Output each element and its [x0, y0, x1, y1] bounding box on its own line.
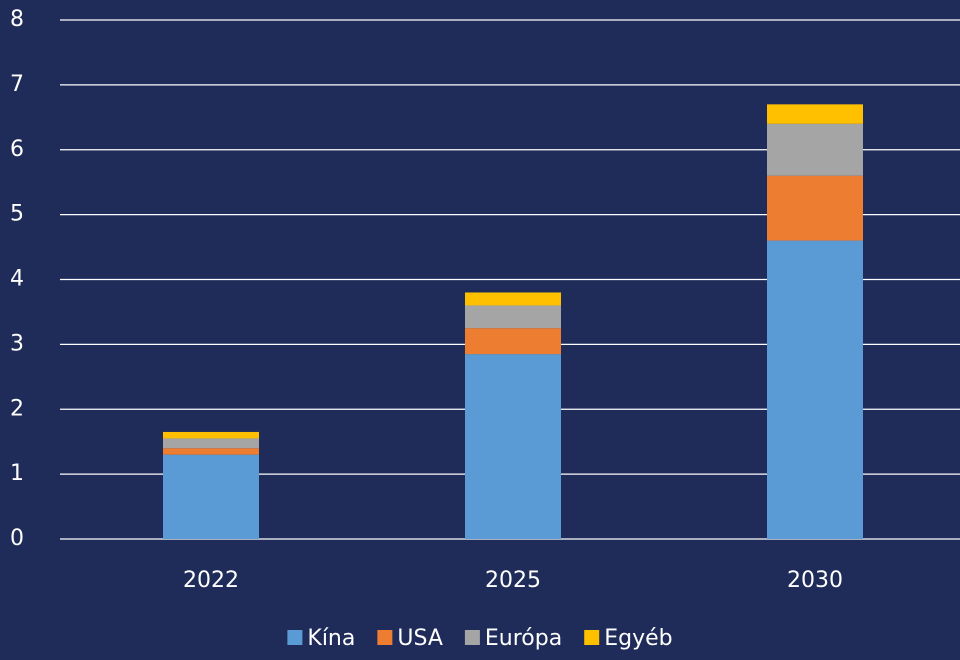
bar-segment	[163, 431, 259, 439]
bar-segment	[767, 104, 863, 124]
legend-swatch	[287, 630, 303, 645]
y-tick-label: 5	[10, 202, 24, 227]
bar-segment	[465, 292, 561, 306]
y-tick-label: 2	[10, 396, 24, 421]
bar-segment	[163, 438, 259, 449]
bar-segment	[465, 328, 561, 355]
bar-segment	[767, 123, 863, 176]
bar-segment	[163, 448, 259, 455]
y-tick-label: 8	[10, 7, 24, 32]
legend-swatch	[377, 630, 393, 645]
y-tick-label: 6	[10, 137, 24, 162]
legend-label: Egyéb	[604, 626, 672, 651]
y-tick-label: 3	[10, 331, 24, 356]
y-tick-label: 0	[10, 526, 24, 551]
y-tick-label: 1	[10, 461, 24, 486]
bar-segment	[465, 354, 561, 539]
legend-label: Kína	[307, 626, 355, 651]
x-tick-label: 2030	[787, 568, 843, 593]
legend-label: USA	[397, 626, 443, 651]
bar-segment	[465, 305, 561, 329]
bar-segment	[767, 240, 863, 539]
legend-swatch	[464, 630, 480, 645]
bar-segment	[767, 175, 863, 241]
bar-segment	[163, 454, 259, 539]
x-tick-label: 2022	[183, 568, 239, 593]
y-tick-label: 4	[10, 267, 24, 292]
x-tick-label: 2025	[485, 568, 541, 593]
legend-label: Európa	[485, 626, 562, 651]
y-tick-label: 7	[10, 72, 24, 97]
legend-swatch	[584, 630, 600, 645]
